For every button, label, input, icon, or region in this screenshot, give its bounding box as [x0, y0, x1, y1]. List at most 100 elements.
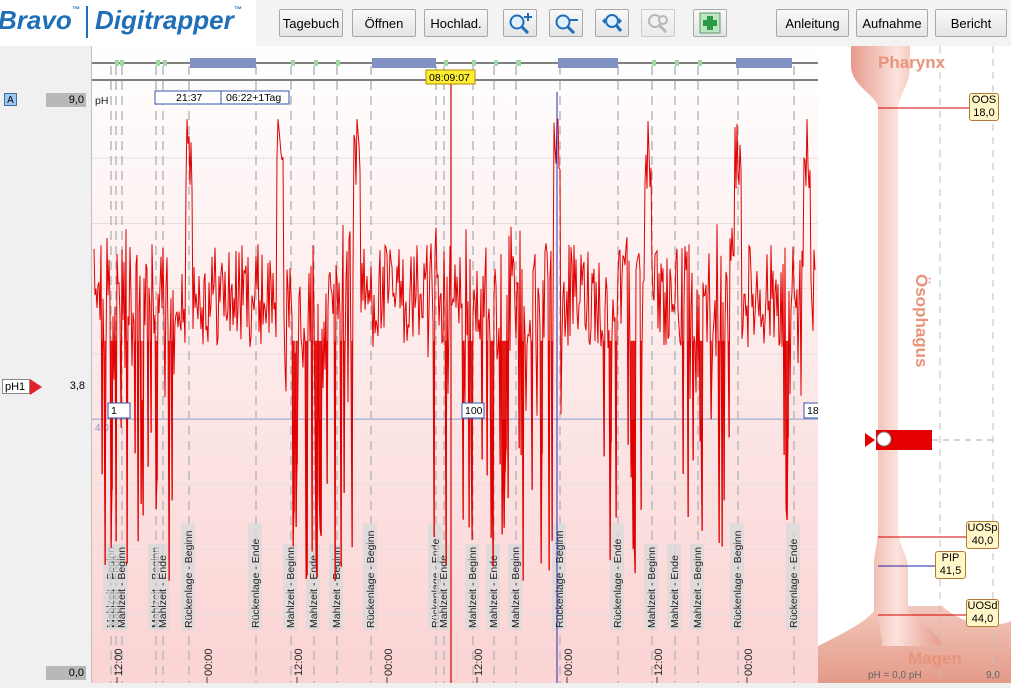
meal-block	[156, 60, 160, 66]
time-label: 00:00	[743, 648, 755, 676]
channel-value: 3,8	[55, 380, 85, 392]
time-label-group: 00:00	[743, 648, 755, 676]
meal-block	[120, 60, 124, 66]
add-icon	[697, 12, 723, 34]
app-logo: Bravo™ Digitrapper™	[0, 0, 256, 46]
time-label: 12:00	[113, 648, 125, 676]
meal-block	[652, 60, 656, 66]
range-end: 06:22+1Tag	[226, 92, 281, 104]
event-label-group: Mahlzeit - Ende	[667, 544, 681, 630]
channel-arrow-icon	[30, 379, 42, 395]
logo-tm: ™	[72, 5, 80, 14]
event-label: Rückenlage - Ende	[250, 539, 262, 628]
time-label: 12:00	[293, 648, 305, 676]
diary-button[interactable]: Tagebuch	[279, 9, 343, 37]
event-label: Rückenlage - Beginn	[554, 530, 566, 628]
zoom-disabled-icon	[645, 12, 671, 34]
esophagus-label: Ösophagus	[912, 274, 931, 368]
period-block	[372, 58, 436, 68]
time-label-group: 12:00	[653, 648, 665, 676]
open-button[interactable]: Öffnen	[352, 9, 416, 37]
time-label: 00:00	[383, 648, 395, 676]
event-label: Mahlzeit - Ende	[308, 555, 320, 628]
event-label-group: Rückenlage - Ende	[610, 523, 624, 630]
time-label-group: 00:00	[203, 648, 215, 676]
event-label: Rückenlage - Ende	[612, 539, 624, 628]
logo-brand: Bravo™	[0, 5, 80, 36]
marker-name: UOSd	[967, 600, 998, 613]
event-label-group: Rückenlage - Ende	[248, 523, 262, 630]
event-label: Mahlzeit - Ende	[438, 555, 450, 628]
channel-panel: A 9,0 pH1 3,8 0,0	[0, 46, 92, 683]
stomach-label: Magen	[908, 649, 962, 668]
meal-block	[675, 60, 679, 66]
time-label-group: 12:00	[473, 648, 485, 676]
event-label: Mahlzeit - Beginn	[116, 547, 128, 628]
time-label: 00:00	[203, 648, 215, 676]
day-marker: 1	[111, 405, 117, 417]
logo-product: Digitrapper™	[95, 5, 242, 36]
event-label: Rückenlage - Beginn	[365, 530, 377, 628]
event-label-group: Mahlzeit - Ende	[306, 544, 320, 630]
marker-name: OOS	[970, 94, 998, 107]
event-label-group: Mahlzeit - Beginn	[283, 544, 297, 630]
scale-max: 9,0	[46, 93, 86, 107]
chart-background	[92, 46, 818, 683]
event-label-group: Mahlzeit - Beginn	[690, 544, 704, 630]
event-label: Mahlzeit - Beginn	[510, 547, 522, 628]
day-marker: 18	[807, 405, 818, 417]
time-label-group: 12:00	[113, 648, 125, 676]
meal-block	[494, 60, 498, 66]
guide-button[interactable]: Anleitung	[776, 9, 849, 37]
event-label-group: Mahlzeit - Beginn	[644, 544, 658, 630]
logo-separator	[86, 6, 88, 38]
time-label-group: 12:00	[293, 648, 305, 676]
meal-block	[163, 60, 167, 66]
zoom-fit-icon	[599, 12, 625, 34]
zoom-fit-button[interactable]	[595, 9, 629, 37]
meal-block	[472, 60, 476, 66]
event-label: Mahlzeit - Beginn	[692, 547, 704, 628]
marker-value: 44,0	[967, 613, 998, 626]
upload-button[interactable]: Hochlad.	[424, 9, 488, 37]
cursor-time: 08:09:07	[429, 72, 470, 84]
event-label-group: Rückenlage - Ende	[786, 523, 800, 630]
channel-name[interactable]: pH1	[2, 379, 30, 394]
meal-block	[698, 60, 702, 66]
time-label: 12:00	[473, 648, 485, 676]
event-label: Rückenlage - Beginn	[732, 530, 744, 628]
diagram-scale-right: 9,0	[986, 670, 1000, 681]
channel-a-button[interactable]: A	[4, 93, 17, 106]
record-button[interactable]: Aufnahme	[856, 9, 928, 37]
zoom-disabled-button[interactable]	[641, 9, 675, 37]
logo-tm2: ™	[234, 5, 242, 14]
capsule-icon	[877, 432, 891, 446]
marker-name: UOSp	[967, 522, 998, 535]
event-label-group: Rückenlage - Beginn	[730, 523, 744, 630]
event-label: Mahlzeit - Beginn	[285, 547, 297, 628]
marker-value: 40,0	[967, 535, 998, 548]
time-label: 12:00	[653, 648, 665, 676]
meal-block	[314, 60, 318, 66]
event-label-group: Rückenlage - Beginn	[363, 523, 377, 630]
event-label-group: Rückenlage - Beginn	[181, 523, 195, 630]
marker-name: PIP	[936, 552, 965, 565]
report-button[interactable]: Bericht	[935, 9, 1007, 37]
event-label: Rückenlage - Beginn	[183, 530, 195, 628]
zoom-out-icon	[553, 12, 579, 34]
time-label-group: 00:00	[563, 648, 575, 676]
add-marker-button[interactable]	[693, 9, 727, 37]
event-label-group: Mahlzeit - Beginn	[508, 544, 522, 630]
zoom-out-button[interactable]	[549, 9, 583, 37]
meal-block	[336, 60, 340, 66]
zoom-in-icon	[507, 12, 533, 34]
event-label: Mahlzeit - Ende	[669, 555, 681, 628]
unit-label: pH	[95, 95, 108, 107]
zoom-in-button[interactable]	[503, 9, 537, 37]
